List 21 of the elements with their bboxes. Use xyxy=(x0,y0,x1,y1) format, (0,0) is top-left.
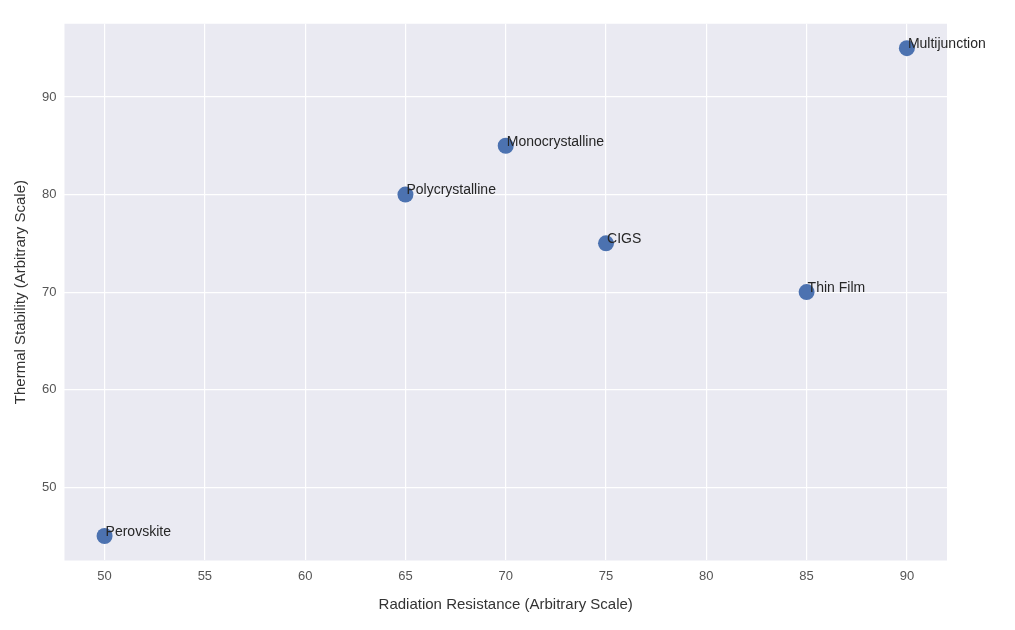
x-tick-label: 90 xyxy=(899,567,915,583)
y-tick-label: 90 xyxy=(41,88,57,104)
x-axis-title: Radiation Resistance (Arbitrary Scale) xyxy=(378,595,633,613)
x-tick-label: 70 xyxy=(498,567,513,583)
x-tick-label: 50 xyxy=(97,567,112,583)
x-tick-label: 85 xyxy=(799,567,814,583)
annotation: Perovskite xyxy=(105,522,172,539)
y-tick-label: 50 xyxy=(41,478,57,494)
x-tick-label: 60 xyxy=(297,567,313,583)
y-axis-title: Thermal Stability (Arbitrary Scale) xyxy=(11,179,29,405)
x-tick-label: 65 xyxy=(398,567,413,583)
annotation: Multijunction xyxy=(907,35,986,52)
annotation: CIGS xyxy=(607,230,642,247)
x-tick-label: 55 xyxy=(197,567,213,583)
y-tick-label: 70 xyxy=(41,283,57,299)
x-tick-label: 80 xyxy=(699,567,714,583)
y-tick-label: 80 xyxy=(41,186,57,202)
annotation: Monocrystalline xyxy=(506,132,605,149)
x-tick-label: 75 xyxy=(598,567,614,583)
annotation: Polycrystalline xyxy=(406,181,497,198)
y-tick-label: 60 xyxy=(41,381,57,397)
